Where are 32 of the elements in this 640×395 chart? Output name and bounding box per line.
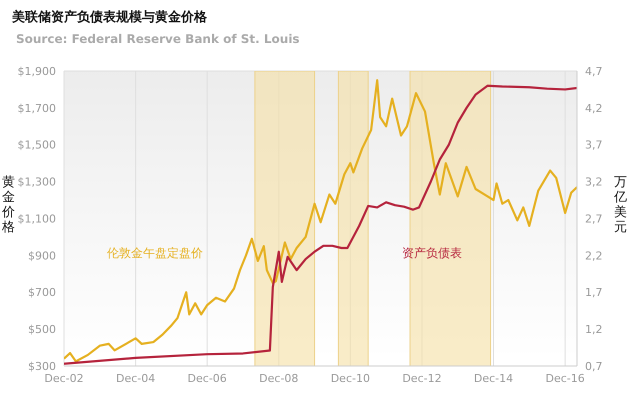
x-tick-label: Dec-06 xyxy=(188,372,227,385)
y-tick-label: $1,500 xyxy=(18,138,56,152)
x-tick-label: Dec-10 xyxy=(330,372,370,385)
y2-axis-title: 万亿美元 xyxy=(614,175,628,235)
y-axis-title: 黄金价格 xyxy=(2,175,16,235)
y2-tick-label: 4,2 xyxy=(585,102,602,115)
y2-tick-label: 3,7 xyxy=(585,138,602,152)
y2-tick-label: 1,2 xyxy=(585,323,602,336)
y-tick-label: $300 xyxy=(28,360,56,373)
y2-tick-label: 1,7 xyxy=(585,286,602,300)
y-tick-label: $500 xyxy=(28,323,56,336)
y-tick-label: $1,900 xyxy=(18,64,56,78)
x-tick-label: Dec-04 xyxy=(116,372,156,385)
x-tick-label: Dec-12 xyxy=(402,372,442,385)
y2-tick-label: 2,2 xyxy=(585,249,602,262)
x-tick-label: Dec-16 xyxy=(546,372,585,385)
y-tick-label: $1,100 xyxy=(18,212,56,226)
x-tick-label: Dec-08 xyxy=(259,372,298,385)
text: 资产负债表 xyxy=(402,245,462,262)
source-note: Source: Federal Reserve Bank of St. Louis xyxy=(16,32,300,46)
y2-tick-label: 2,7 xyxy=(585,212,602,226)
x-tick-label: Dec-02 xyxy=(44,372,84,385)
y-tick-label: $1,700 xyxy=(18,102,56,115)
y2-tick-label: 4,7 xyxy=(585,64,602,78)
y2-tick-label: 3,2 xyxy=(585,176,602,189)
y-tick-label: $900 xyxy=(28,249,56,262)
x-tick-label: Dec-14 xyxy=(474,372,514,385)
chart-title: 美联储资产负债表规模与黄金价格 xyxy=(12,8,207,26)
text: 伦敦金午盘定盘价 xyxy=(107,245,203,262)
y-tick-label: $700 xyxy=(28,286,56,300)
y-tick-label: $1,300 xyxy=(18,176,56,189)
y2-tick-label: 0,7 xyxy=(585,360,602,373)
